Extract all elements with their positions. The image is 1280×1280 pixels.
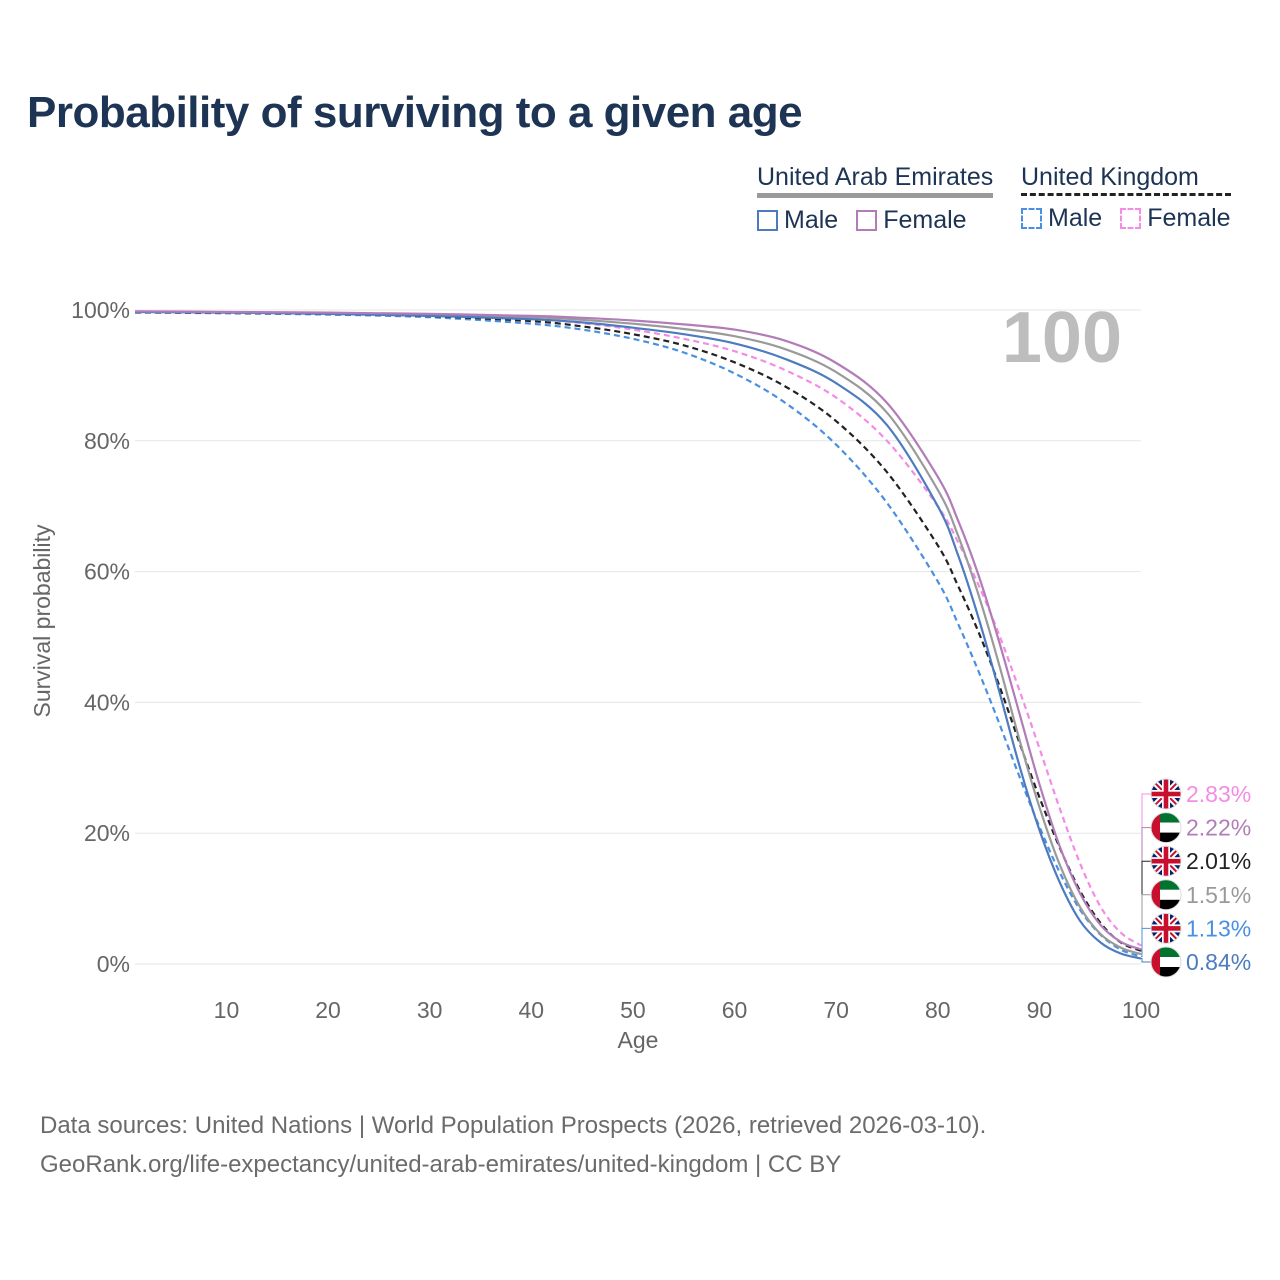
uae-flag-icon-uae-male: [1150, 946, 1182, 978]
legend-group-uae: United Arab Emirates Male Female: [757, 163, 994, 235]
y-tick-label-100: 100%: [71, 297, 130, 323]
x-tick-label-100: 100: [1122, 997, 1160, 1023]
legend-label-uae-male: Male: [784, 206, 839, 234]
x-tick-label-50: 50: [620, 997, 646, 1023]
uae-flag-icon-uae-both: [1150, 879, 1182, 911]
leader-line-uk-male: [1141, 927, 1151, 958]
end-label-uae-female: 2.22%: [1186, 815, 1251, 841]
x-tick-label-20: 20: [315, 997, 341, 1023]
uk-flag-icon-uk-female: [1150, 778, 1182, 810]
end-label-uk-female: 2.83%: [1186, 781, 1251, 807]
legend-heading-uk: United Kingdom: [1021, 163, 1231, 196]
x-axis-ticks: 10 20 30 40 50 60 70 80 90 100: [214, 997, 1161, 1023]
legend-swatch-uk-female: [1120, 208, 1142, 229]
x-tick-label-70: 70: [823, 997, 849, 1023]
end-label-uk-male: 1.13%: [1186, 915, 1251, 941]
footer-sources: Data sources: United Nations | World Pop…: [40, 1112, 987, 1139]
legend-item-uae-female[interactable]: Female: [856, 206, 967, 235]
legend-group-uk: United Kingdom Male Female: [1021, 163, 1231, 233]
x-tick-label-90: 90: [1027, 997, 1053, 1023]
legend-item-uae-male[interactable]: Male: [757, 206, 838, 235]
y-tick-label-80: 80%: [84, 428, 130, 454]
x-axis-title: Age: [618, 1027, 659, 1053]
x-tick-label-40: 40: [519, 997, 545, 1023]
survival-chart: 0% 20% 40% 60% 80% 100% 10 20 30 40 50 60 70 80 90 100…: [29, 297, 1251, 1053]
x-tick-label-10: 10: [214, 997, 240, 1023]
footer: Data sources: United Nations | World Pop…: [40, 1106, 986, 1184]
legend-label-uk-female: Female: [1147, 204, 1231, 232]
end-label-uae-male: 0.84%: [1186, 949, 1251, 975]
legend-label-uae-female: Female: [883, 206, 967, 234]
end-label-uae-both: 1.51%: [1186, 882, 1251, 908]
y-axis-ticks: 0% 20% 40% 60% 80% 100%: [71, 297, 130, 977]
uk-flag-icon-uk-male: [1150, 912, 1182, 944]
uae-flag-icon-uae-female: [1150, 812, 1182, 844]
end-label-uk-both: 2.01%: [1186, 848, 1251, 874]
y-tick-label-60: 60%: [84, 559, 130, 585]
series-line-uk-female[interactable]: [134, 310, 1142, 947]
y-tick-label-20: 20%: [84, 820, 130, 846]
y-axis-title: Survival probability: [29, 524, 55, 718]
x-tick-label-60: 60: [722, 997, 748, 1023]
legend-item-uk-male[interactable]: Male: [1021, 204, 1102, 233]
legend-swatch-uae-female: [856, 210, 878, 231]
legend-heading-uae: United Arab Emirates: [757, 163, 994, 198]
gridlines: [135, 309, 1141, 965]
series-line-uae-both[interactable]: [134, 310, 1142, 956]
series-lines: [134, 310, 1142, 960]
end-labels: 2.83% 2.22% 2.01% 1.51% 1.13% 0.84%: [1141, 778, 1251, 978]
legend-swatch-uk-male: [1021, 208, 1042, 229]
current-age-label: 100: [1002, 298, 1122, 378]
legend-item-uk-female[interactable]: Female: [1120, 204, 1231, 233]
y-tick-label-0: 0%: [97, 951, 130, 977]
legend-label-uk-male: Male: [1048, 204, 1103, 232]
legend-swatch-uae-male: [757, 210, 778, 231]
x-tick-label-30: 30: [417, 997, 443, 1023]
leader-line-uae-male: [1141, 958, 1151, 963]
y-tick-label-40: 40%: [84, 689, 130, 715]
chart-title: Probability of surviving to a given age: [27, 88, 803, 137]
footer-attribution[interactable]: GeoRank.org/life-expectancy/united-arab-…: [40, 1151, 842, 1178]
series-line-uae-male[interactable]: [134, 310, 1142, 960]
uk-flag-icon-uk-both: [1150, 845, 1182, 877]
x-tick-label-80: 80: [925, 997, 951, 1023]
series-line-uae-female[interactable]: [134, 310, 1142, 951]
